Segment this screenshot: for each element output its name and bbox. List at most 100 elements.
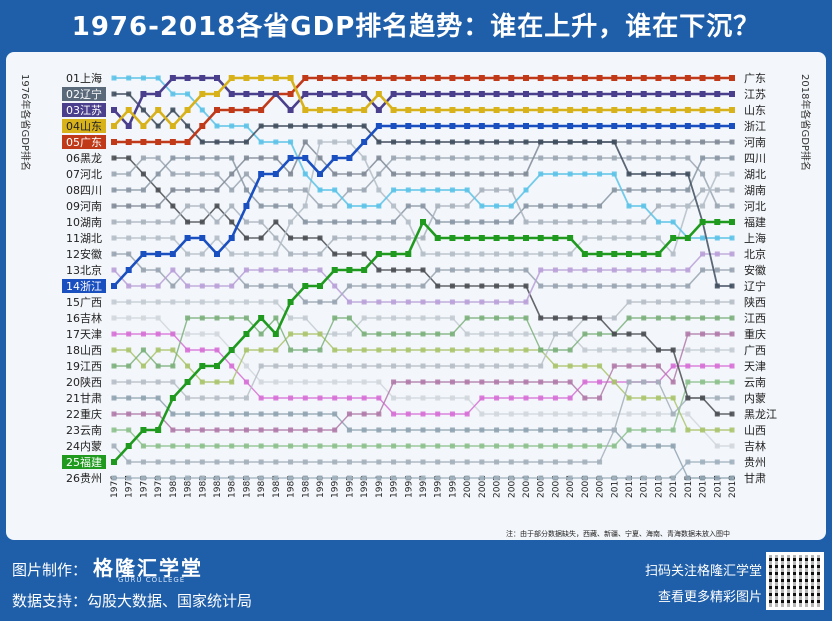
series-point [302,347,308,353]
series-point [597,267,603,273]
series-point [567,331,573,337]
maker-label: 图片制作： [12,561,88,579]
series-point [346,363,352,369]
right-rank-label: 浙江 [744,120,766,133]
series-point [126,283,132,289]
series-point [494,187,500,193]
series-point [361,443,367,449]
series-point [288,331,294,337]
series-point [391,299,397,305]
series-point [611,443,617,449]
series-point [729,347,735,353]
series-point [405,443,411,449]
series-point [140,123,147,129]
qr-code[interactable] [766,552,824,610]
series-point [214,235,220,241]
series-point [405,75,412,81]
series-point [199,107,205,113]
series-point [185,283,191,289]
series-point [523,475,529,481]
series-point [538,427,544,433]
series-point [684,235,691,241]
series-point [391,395,397,401]
series-point [714,75,721,81]
series-point [670,251,676,257]
series-point [552,283,558,289]
series-point [538,395,544,401]
series-point [317,283,323,289]
series-point [552,443,558,449]
series-point [597,171,603,177]
series-point [405,251,412,257]
series-point [655,203,661,209]
series-line [113,381,732,463]
series-point [361,235,367,241]
series-point [464,459,470,465]
series-point [494,315,500,321]
series-point [420,363,426,369]
series-point [273,251,279,257]
left-rank-label: 26贵州 [66,472,102,485]
series-point [700,203,706,209]
series-point [405,299,411,305]
series-point [199,331,205,337]
series-point [611,219,617,225]
series-point [258,235,264,241]
series-point [494,459,500,465]
series-point [317,299,323,305]
series-point [700,395,706,401]
series-point [449,363,455,369]
series-point [332,187,338,193]
series-point [185,299,191,305]
series-point [611,267,617,273]
series-point [229,171,235,177]
series-point [537,235,544,241]
series-point [214,427,220,433]
right-rank-label: 广东 [744,72,766,85]
series-point [258,139,264,145]
series-point [552,411,558,417]
series-point [494,171,500,177]
series-point [361,187,367,193]
series-point [464,379,470,385]
series-point [494,411,500,417]
series-point [508,139,514,145]
series-point [626,251,632,257]
series-point [626,187,632,193]
series-point [376,267,382,273]
series-point [155,363,161,369]
footnote: 注：由于部分数据缺失，西藏、新疆、宁夏、海南、青海数据未放入图中 [506,529,730,538]
series-point [464,443,470,449]
series-point [405,267,411,273]
series-point [449,411,455,417]
series-point [170,411,176,417]
series-point [170,235,176,241]
maker-line: 图片制作： 格隆汇学堂 [12,552,203,581]
series-point [434,107,441,113]
series-point [229,459,235,465]
series-point [228,91,235,97]
series-point [170,219,176,225]
series-point [464,299,470,305]
series-point [597,203,603,209]
series-point [537,75,544,81]
series-point [582,139,588,145]
series-point [155,411,161,417]
series-point [538,315,544,321]
series-point [494,395,500,401]
series-point [420,347,426,353]
series-point [155,459,161,465]
series-point [405,123,412,129]
series-point [346,235,352,241]
series-point [405,219,411,225]
series-point [155,315,161,321]
x-tick-label: 1987 [272,475,282,498]
series-point [258,187,264,193]
series-point [111,107,117,113]
series-point [140,251,147,257]
series-point [670,475,676,481]
series-point [155,443,161,449]
series-point [700,251,706,257]
series-point [273,219,279,225]
series-point [685,267,691,273]
